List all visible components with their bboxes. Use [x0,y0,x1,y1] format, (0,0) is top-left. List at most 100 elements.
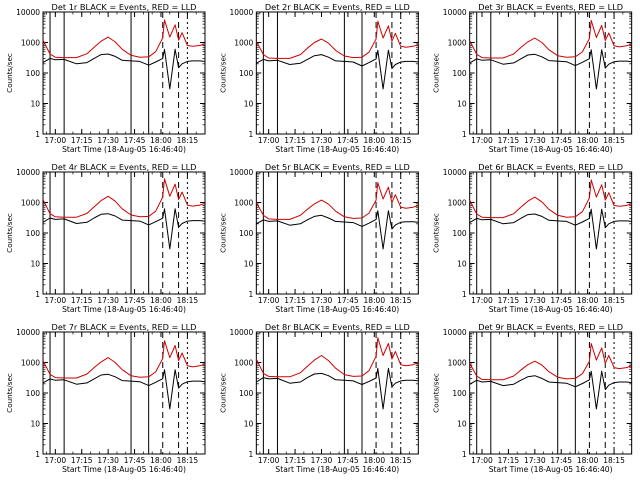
x-axis-label: Start Time (18-Aug-05 16:46:40) [62,305,186,314]
chart-title: Det 7r BLACK = Events, RED = LLD [52,322,197,332]
events-series-line [42,208,206,250]
y-tick-label: 10 [30,260,40,269]
y-tick-label: 10 [30,420,40,429]
y-axis-label: Counts/sec [5,373,14,413]
x-tick-label: 17:30 [311,456,333,465]
plot-frame [255,171,419,295]
lld-series-line [42,340,206,379]
x-axis-label: Start Time (18-Aug-05 16:46:40) [62,465,186,474]
lld-series-line [42,178,206,218]
x-tick-label: 17:00 [471,456,493,465]
y-tick-label: 10 [244,100,254,109]
y-tick-label: 1 [35,290,40,299]
plot-frame [42,11,206,135]
x-tick-label: 17:00 [471,136,493,145]
x-tick-label: 18:00 [577,456,599,465]
chart-title: Det 9r BLACK = Events, RED = LLD [478,322,623,332]
x-tick-label: 18:15 [177,136,199,145]
chart-panel: Det 5r BLACK = Events, RED = LLD 1 10 100 10… [218,162,419,314]
events-series-line [256,49,419,90]
chart-panel: Det 4r BLACK = Events, RED = LLD 1 10 100 10… [5,162,206,314]
lld-series-line [469,343,632,381]
lld-series-line [42,19,206,59]
x-tick-label: 17:45 [550,136,572,145]
x-tick-label: 17:15 [284,296,306,305]
x-tick-label: 18:00 [363,296,385,305]
y-tick-label: 1000 [21,359,40,368]
events-series-line [42,369,206,410]
x-tick-label: 17:30 [311,136,333,145]
x-tick-label: 17:30 [97,136,119,145]
chart-panel: Det 2r BLACK = Events, RED = LLD 1 10 100 10… [218,2,419,154]
plot-frame [255,11,419,135]
y-tick-label: 1 [462,290,467,299]
y-tick-label: 100 [26,69,41,78]
chart-panel: Det 9r BLACK = Events, RED = LLD 1 10 100 10… [432,322,633,474]
y-tick-label: 10000 [16,8,40,17]
x-tick-label: 17:45 [337,456,359,465]
x-tick-label: 17:00 [258,136,280,145]
y-tick-label: 100 [26,229,41,238]
x-tick-label: 17:30 [524,456,546,465]
chart-panel: Det 8r BLACK = Events, RED = LLD 1 10 100 10… [218,322,419,474]
x-tick-label: 17:00 [45,136,67,145]
y-tick-label: 1 [249,130,254,139]
x-tick-label: 17:15 [71,456,93,465]
lld-series-line [255,337,419,378]
y-tick-label: 10000 [443,8,467,17]
x-tick-label: 17:30 [524,136,546,145]
y-tick-label: 100 [452,389,467,398]
chart-title: Det 6r BLACK = Events, RED = LLD [478,162,623,172]
y-tick-label: 1 [35,450,40,459]
x-tick-label: 17:30 [97,456,119,465]
chart-panel: Det 6r BLACK = Events, RED = LLD 1 10 100 10… [432,162,633,314]
events-series-line [256,367,419,410]
y-tick-label: 10000 [229,168,253,177]
y-tick-label: 10000 [443,168,467,177]
plot-frame [469,171,633,295]
y-tick-label: 100 [239,69,254,78]
x-tick-label: 18:00 [363,136,385,145]
plot-frame [255,331,419,455]
events-series-line [469,370,632,410]
events-series-line [469,49,632,90]
x-tick-label: 18:15 [177,456,199,465]
y-tick-label: 1000 [234,39,253,48]
events-series-line [42,48,206,90]
x-tick-label: 18:15 [603,296,625,305]
y-axis-label: Counts/sec [218,213,227,253]
x-tick-label: 18:00 [150,296,172,305]
chart-title: Det 1r BLACK = Events, RED = LLD [52,2,197,12]
y-tick-label: 10000 [229,328,253,337]
y-tick-label: 10 [30,100,40,109]
y-axis-label: Counts/sec [432,373,441,413]
x-tick-label: 17:30 [97,296,119,305]
x-tick-label: 18:15 [603,136,625,145]
x-tick-label: 17:45 [124,456,146,465]
x-tick-label: 17:15 [71,136,93,145]
y-tick-label: 1 [249,450,254,459]
plot-frame [42,331,206,455]
y-tick-label: 1 [35,130,40,139]
x-tick-label: 17:15 [498,296,520,305]
x-axis-label: Start Time (18-Aug-05 16:46:40) [489,465,613,474]
x-tick-label: 17:00 [471,296,493,305]
y-tick-label: 1 [462,130,467,139]
x-axis-label: Start Time (18-Aug-05 16:46:40) [275,465,399,474]
y-tick-label: 1000 [21,39,40,48]
lld-series-line [255,20,419,59]
y-axis-label: Counts/sec [5,53,14,93]
plot-frame [469,331,633,455]
y-tick-label: 10000 [229,8,253,17]
y-tick-label: 1000 [448,359,467,368]
y-tick-label: 10000 [16,328,40,337]
x-tick-label: 17:00 [45,296,67,305]
chart-title: Det 2r BLACK = Events, RED = LLD [265,2,410,12]
y-tick-label: 10 [457,260,467,269]
x-tick-label: 18:00 [577,296,599,305]
y-tick-label: 100 [452,69,467,78]
x-tick-label: 17:30 [311,296,333,305]
y-tick-label: 1000 [448,39,467,48]
x-tick-label: 17:45 [550,456,572,465]
